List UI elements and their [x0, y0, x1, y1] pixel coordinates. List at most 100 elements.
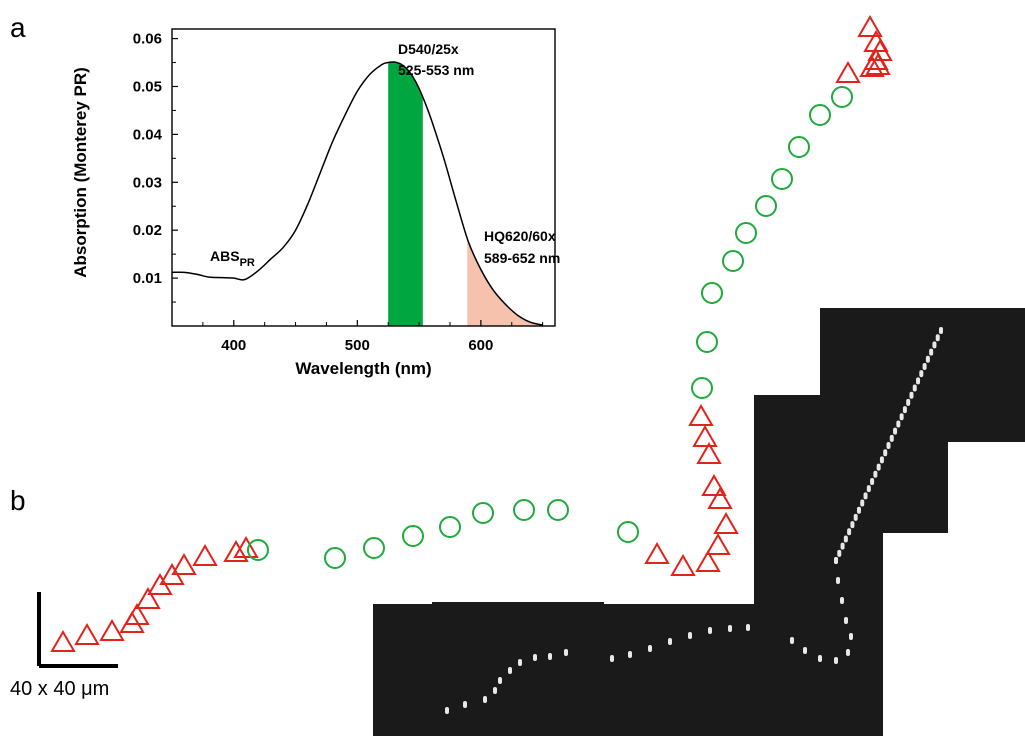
- worm-dot: [648, 645, 652, 652]
- triangle-marker: [223, 540, 249, 562]
- worm-dot: [463, 701, 467, 708]
- worm-dot: [909, 391, 914, 399]
- triangle-marker: [705, 533, 731, 555]
- circle-marker: [617, 521, 639, 543]
- worm-dot: [846, 649, 850, 656]
- triangle-marker: [99, 619, 125, 641]
- worm-dot: [818, 655, 822, 662]
- worm-dot: [610, 655, 614, 662]
- worm-dot: [498, 677, 502, 684]
- panel-b-label: b: [10, 485, 26, 516]
- worm-dot: [939, 327, 943, 334]
- circle-marker: [439, 516, 461, 538]
- worm-dot: [834, 657, 838, 664]
- band-range-d540: 525-553 nm: [398, 62, 474, 78]
- y-axis-title: Absorption (Monterey PR): [71, 67, 90, 278]
- circle-marker: [472, 502, 494, 524]
- triangle-marker: [857, 15, 883, 37]
- triangle-marker: [124, 603, 150, 625]
- worm-dot: [628, 651, 632, 658]
- worm-dot: [728, 625, 732, 632]
- band-fill-0: [388, 62, 423, 327]
- y-tick-label: 0.03: [133, 174, 162, 191]
- band-fill-1: [467, 238, 546, 326]
- worm-dot: [803, 647, 807, 654]
- circle-marker: [788, 136, 810, 158]
- worm-dot: [873, 470, 878, 478]
- circle-marker: [755, 195, 777, 217]
- circle-marker: [247, 539, 269, 561]
- worm-dot: [860, 499, 865, 507]
- panel-a-label: a: [10, 12, 26, 43]
- triangle-marker: [859, 55, 885, 77]
- worm-dot: [746, 624, 750, 631]
- y-tick-label: 0.05: [133, 78, 162, 95]
- worm-dot: [840, 597, 844, 604]
- triangle-marker: [50, 630, 76, 652]
- circle-marker: [513, 499, 535, 521]
- triangle-marker: [644, 542, 670, 564]
- worm-dot: [668, 638, 672, 645]
- worm-dot: [856, 506, 861, 514]
- worm-dot: [564, 649, 568, 656]
- triangle-marker: [135, 587, 161, 609]
- worm-track-dots: [445, 327, 943, 714]
- band-label-d540: D540/25x: [398, 41, 459, 57]
- series-label-main: ABS: [210, 248, 240, 264]
- circle-marker: [831, 86, 853, 108]
- worm-dot: [922, 362, 927, 370]
- stimulus-on-markers: [50, 15, 893, 652]
- worm-dot: [866, 485, 871, 493]
- worm-dot: [847, 528, 852, 536]
- band-label-hq620: HQ620/60x: [484, 228, 556, 244]
- worm-dot: [836, 577, 840, 584]
- circle-marker: [363, 537, 385, 559]
- x-tick-label: 400: [221, 337, 246, 354]
- worm-dot: [850, 521, 855, 529]
- triangle-marker: [74, 623, 100, 645]
- worm-dot: [883, 449, 888, 457]
- worm-dot: [929, 348, 934, 356]
- y-tick-label: 0.04: [133, 126, 163, 143]
- triangle-marker: [688, 404, 714, 426]
- triangle-marker: [707, 487, 733, 509]
- worm-dot: [893, 427, 898, 435]
- circle-marker: [735, 222, 757, 244]
- worm-dot: [919, 370, 924, 378]
- worm-dot: [902, 406, 907, 414]
- worm-dot: [916, 377, 921, 385]
- absorption-curve: [171, 61, 543, 326]
- triangle-marker: [696, 442, 722, 464]
- triangle-marker: [695, 550, 721, 572]
- triangle-marker: [171, 553, 197, 575]
- circle-marker: [809, 104, 831, 126]
- worm-dot: [886, 442, 891, 449]
- worm-dot: [853, 513, 858, 521]
- scale-bar-label: 40 x 40 μm: [10, 678, 110, 700]
- plot-frame: [171, 28, 556, 327]
- circle-marker: [722, 250, 744, 272]
- worm-dot: [708, 627, 712, 634]
- worm-dot: [834, 557, 838, 564]
- circle-marker: [691, 377, 713, 399]
- worm-dot: [889, 434, 894, 442]
- series-label-sub: PR: [240, 257, 255, 269]
- x-tick-label: 500: [345, 337, 370, 354]
- circle-marker: [696, 331, 718, 353]
- worm-dot: [843, 535, 848, 543]
- circle-marker: [324, 547, 346, 569]
- worm-dot: [840, 542, 845, 550]
- worm-dot: [548, 653, 552, 660]
- worm-dot: [844, 617, 848, 624]
- worm-dot: [876, 463, 881, 471]
- worm-dot: [932, 341, 937, 349]
- worm-dot: [849, 633, 853, 640]
- worm-dot: [925, 355, 930, 363]
- band-range-hq620: 589-652 nm: [484, 250, 560, 266]
- scale-bar: [37, 592, 118, 668]
- circle-marker: [547, 499, 569, 521]
- series-label-abs: ABSPR: [210, 248, 255, 269]
- worm-dot: [508, 667, 512, 674]
- worm-dot: [533, 654, 537, 661]
- worm-dot: [896, 420, 901, 428]
